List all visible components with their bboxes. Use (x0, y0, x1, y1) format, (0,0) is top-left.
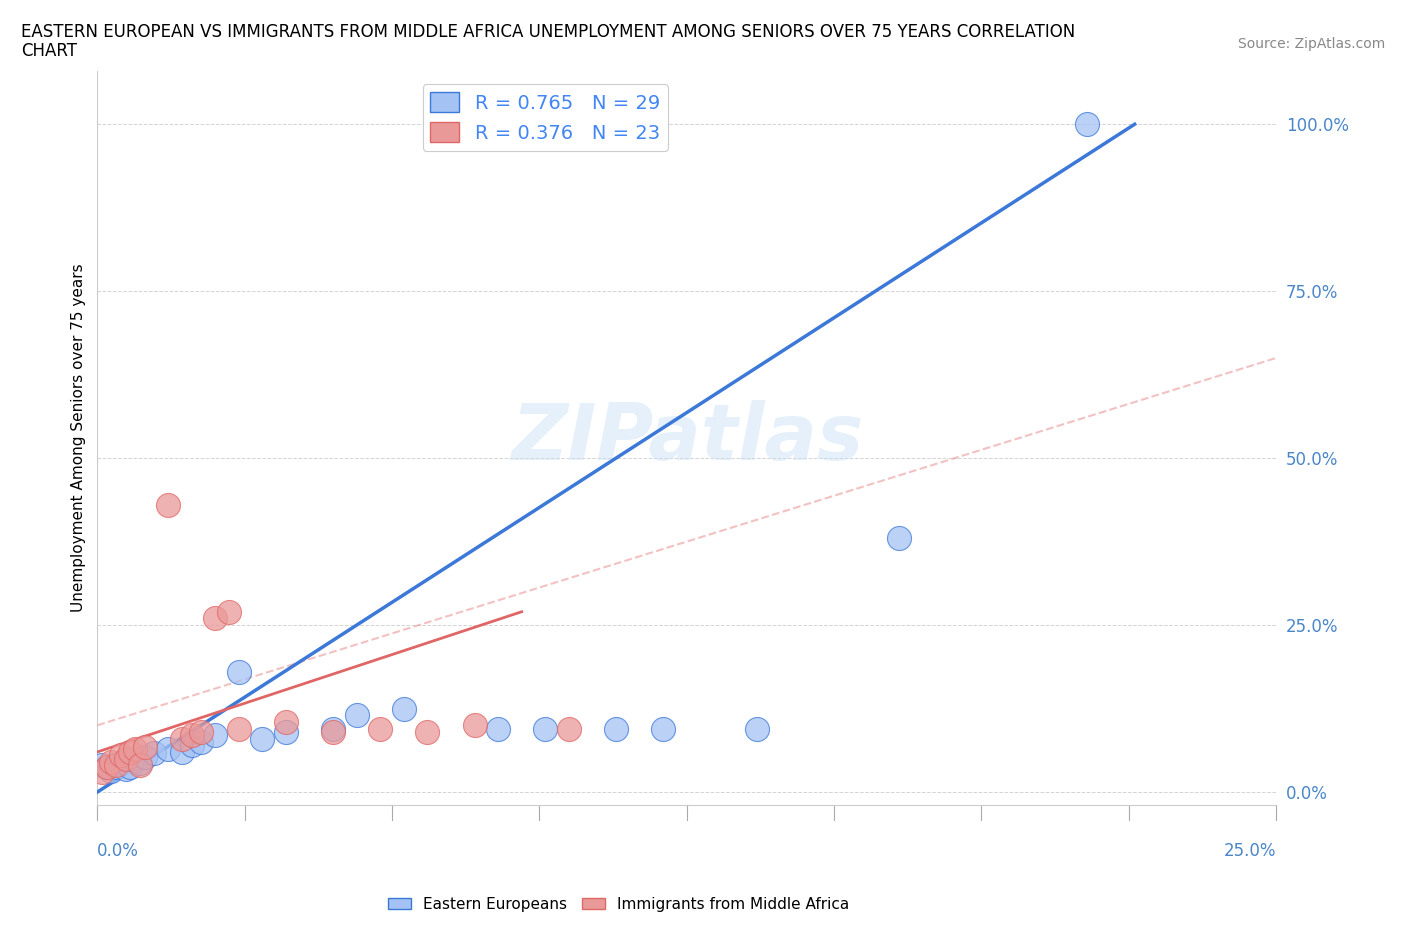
Point (172, 745, 194, 760)
Point (91, 764, 114, 779)
Text: ZIPatlas: ZIPatlas (510, 400, 863, 476)
Text: CHART: CHART (21, 42, 77, 60)
Point (218, 604, 240, 619)
Point (652, 721, 675, 736)
Point (128, 756, 150, 771)
Point (464, 718, 486, 733)
Legend: R = 0.765   N = 29, R = 0.376   N = 23: R = 0.765 N = 29, R = 0.376 N = 23 (423, 85, 668, 151)
Point (180, 728, 202, 743)
Point (120, 745, 142, 760)
Point (228, 721, 250, 736)
Point (105, 758, 128, 773)
Point (142, 746, 165, 761)
Point (346, 708, 368, 723)
Point (114, 751, 136, 766)
Point (558, 721, 581, 736)
Point (1076, 117, 1098, 132)
Legend: Eastern Europeans, Immigrants from Middle Africa: Eastern Europeans, Immigrants from Middl… (381, 891, 856, 918)
Point (110, 748, 132, 763)
Point (96, 759, 118, 774)
Point (91, 758, 114, 773)
Point (747, 721, 769, 736)
Point (120, 759, 142, 774)
Point (368, 721, 391, 736)
Point (157, 498, 180, 512)
Point (322, 724, 344, 739)
Point (100, 754, 122, 769)
Point (887, 531, 910, 546)
Point (190, 735, 212, 750)
Text: Source: ZipAtlas.com: Source: ZipAtlas.com (1237, 37, 1385, 51)
Point (110, 756, 132, 771)
Point (274, 724, 297, 739)
Point (172, 731, 194, 746)
Text: 25.0%: 25.0% (1223, 843, 1277, 860)
Point (416, 724, 439, 739)
Point (228, 664, 250, 679)
Point (190, 724, 212, 739)
Y-axis label: Unemployment Among Seniors over 75 years: Unemployment Among Seniors over 75 years (72, 264, 86, 613)
Point (252, 731, 274, 746)
Point (128, 758, 150, 773)
Point (134, 750, 156, 764)
Point (486, 721, 509, 736)
Point (134, 739, 156, 754)
Point (534, 721, 557, 736)
Point (204, 728, 226, 743)
Point (605, 721, 627, 736)
Point (322, 721, 344, 736)
Text: EASTERN EUROPEAN VS IMMIGRANTS FROM MIDDLE AFRICA UNEMPLOYMENT AMONG SENIORS OVE: EASTERN EUROPEAN VS IMMIGRANTS FROM MIDD… (21, 23, 1076, 41)
Text: 0.0%: 0.0% (97, 843, 139, 860)
Point (274, 714, 297, 729)
Point (392, 701, 415, 716)
Point (124, 752, 146, 767)
Point (96, 759, 118, 774)
Point (124, 741, 146, 756)
Point (105, 759, 128, 774)
Point (157, 741, 180, 756)
Point (100, 764, 122, 778)
Point (204, 611, 226, 626)
Point (114, 762, 136, 777)
Point (180, 737, 202, 752)
